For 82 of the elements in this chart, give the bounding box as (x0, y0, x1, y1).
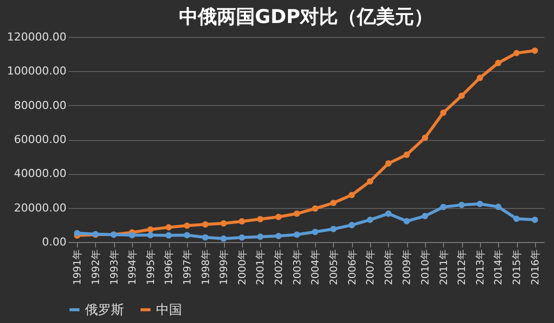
point (532, 216, 538, 223)
x-tick-label: 1992年 (90, 250, 102, 285)
point (275, 232, 282, 240)
x-tick-label: 2004年 (310, 250, 322, 285)
point (202, 221, 208, 228)
point (495, 204, 502, 210)
x-tick-label: 2007年 (364, 250, 377, 285)
point (166, 224, 172, 230)
point (330, 200, 337, 206)
point (312, 205, 318, 212)
point (385, 210, 392, 217)
point (238, 218, 246, 224)
point (366, 216, 374, 223)
point (404, 218, 410, 224)
point (257, 234, 264, 240)
x-tick-label: 2009年 (401, 250, 414, 285)
y-tick-label: 20000.00 (14, 201, 66, 214)
y-tick-label: 60000.00 (14, 133, 66, 146)
point (348, 222, 355, 228)
x-tick-label: 2003年 (291, 250, 304, 285)
point (440, 204, 446, 210)
y-tick-label: 120000.00 (7, 30, 66, 44)
point (147, 232, 154, 238)
point (184, 232, 190, 238)
x-tick-label: 1999年 (218, 250, 230, 285)
x-tick-label: 1994年 (126, 250, 139, 285)
point (532, 48, 538, 54)
chart-title: 中俄两国GDP对比（亿美元） (178, 6, 434, 28)
x-tick-label: 1996年 (163, 250, 176, 285)
x-tick-label: 2012年 (456, 250, 468, 285)
point (220, 220, 227, 227)
point (220, 235, 227, 242)
point (257, 216, 264, 222)
point (366, 178, 374, 185)
point (404, 152, 410, 158)
point (348, 192, 355, 198)
point (294, 232, 300, 238)
x-tick-label: 2005年 (328, 250, 340, 285)
point (238, 234, 246, 241)
y-tick-label: 40000.00 (14, 167, 66, 180)
point (202, 234, 208, 241)
point (422, 134, 428, 141)
x-tick-label: 2011年 (438, 250, 450, 285)
point (476, 200, 484, 208)
point (385, 160, 392, 167)
point (458, 202, 465, 208)
point (458, 92, 465, 99)
x-tick-label: 1998年 (200, 250, 212, 285)
point (495, 60, 502, 66)
x-tick-label: 1993年 (108, 250, 120, 285)
point (74, 230, 80, 236)
point (147, 226, 154, 233)
point (166, 232, 172, 238)
legend-label: 俄罗斯 (85, 302, 124, 318)
x-tick-label: 2001年 (254, 250, 267, 285)
x-tick-label: 2006年 (346, 250, 358, 285)
x-tick-label: 2014年 (492, 250, 505, 285)
point (184, 222, 190, 229)
y-tick-label: 80000.00 (14, 98, 66, 112)
point (128, 232, 136, 238)
x-tick-label: 1997年 (182, 250, 194, 285)
x-tick-label: 2008年 (382, 250, 395, 285)
x-tick-label: 2015年 (511, 250, 524, 285)
point (312, 228, 318, 236)
point (476, 74, 484, 81)
point (294, 210, 300, 217)
x-tick-label: 1991年 (72, 250, 84, 285)
point (513, 216, 520, 222)
x-tick-label: 2010年 (420, 250, 432, 285)
legend-label: 中国 (156, 302, 182, 318)
x-tick-label: 2002年 (273, 250, 286, 285)
x-tick-label: 2013年 (474, 250, 486, 285)
point (330, 226, 337, 232)
point (275, 214, 282, 220)
point (513, 50, 520, 56)
y-tick-label: 100000.00 (7, 64, 66, 78)
x-tick-label: 2000年 (236, 250, 248, 285)
x-tick-label: 2016年 (529, 250, 542, 285)
x-tick-label: 1995年 (144, 250, 157, 285)
point (422, 212, 428, 220)
point (440, 110, 446, 116)
y-tick-label: 0.00 (42, 236, 66, 248)
